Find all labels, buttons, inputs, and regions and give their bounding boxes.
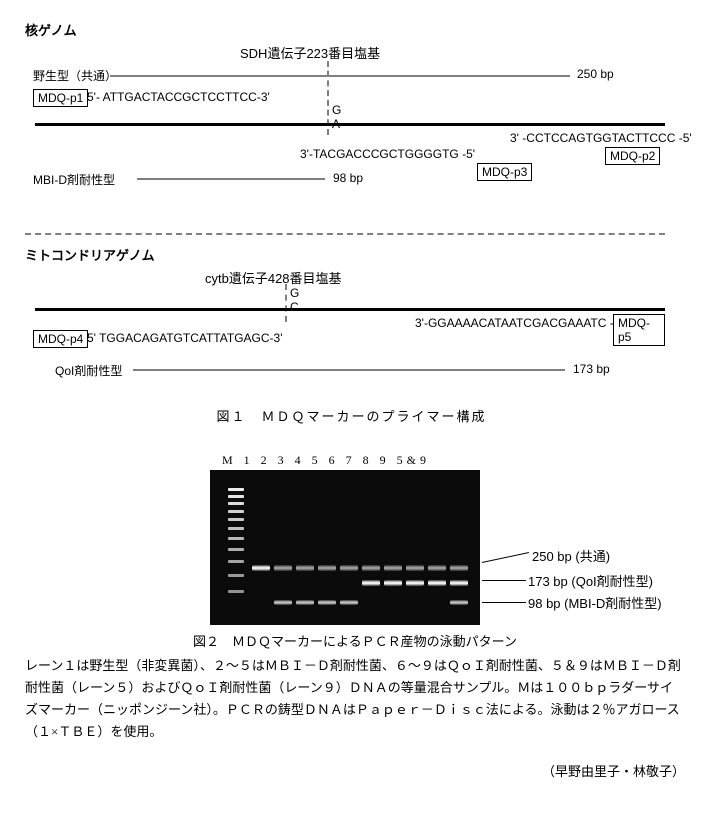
wt-line: [110, 75, 570, 77]
genome-line-1: [35, 123, 665, 126]
ladder-band: [228, 502, 244, 505]
ladder-band: [228, 495, 244, 498]
fig2-body: レーン１は野生型（非変異菌）、２～５はＭＢＩ－Ｄ剤耐性菌、６～９はＱｏＩ剤耐性菌…: [25, 658, 681, 739]
primer-p3-seq: 3'-TACGACCCGCTGGGGTG -5': [300, 147, 475, 161]
fig2-caption-title: 図２ ＭＤＱマーカーによるＰＣＲ産物の泳動パターン: [25, 631, 685, 653]
mbi-label: MBI-D剤耐性型: [33, 171, 115, 188]
gel-band: [340, 600, 358, 605]
wt-bp: 250 bp: [577, 67, 614, 81]
gel-band: [450, 580, 468, 586]
annot-line-173: [482, 580, 526, 581]
lane-header: M 1 2 3 4 5 6 7 8 9 5&9: [222, 453, 480, 468]
ladder-band: [228, 560, 244, 563]
primer-p1-seq: 5'- ATTGACTACCGCTCCTTCC-3': [87, 90, 270, 104]
section1-title: 核ゲノム: [25, 20, 678, 39]
fig1-caption: 図１ ＭＤＱマーカーのプライマー構成: [25, 406, 678, 425]
annot-173: 173 bp (QoI剤耐性型): [528, 571, 653, 590]
ladder-band: [228, 510, 244, 513]
annot-line-250: [482, 552, 529, 563]
gel-band: [362, 580, 380, 586]
section2-title: ミトコンドリアゲノム: [25, 245, 678, 264]
genome-line-2: [35, 308, 665, 311]
gel-band: [450, 600, 468, 605]
ladder-band: [228, 548, 244, 551]
base-g-1: G: [332, 103, 341, 117]
section-divider: [25, 233, 665, 235]
base-g-2: G: [290, 286, 299, 300]
gel-band: [340, 565, 358, 571]
primer-p2-seq: 3' -CCTCCAGTGGTACTTCCC -5': [510, 131, 692, 145]
qoi-line: [133, 369, 565, 371]
ladder-band: [228, 537, 244, 540]
annot-98: 98 bp (MBI-D剤耐性型): [528, 593, 662, 612]
wt-label: 野生型（共通）: [33, 67, 117, 84]
primer-p2-box: MDQ-p2: [605, 147, 660, 165]
gel-band: [406, 580, 424, 586]
primer-p5-seq: 3'-GGAAAACATAATCGACGAAATC -5': [415, 316, 623, 330]
diagram-mito: cytb遺伝子428番目塩基 G C 3'-GGAAAACATAATCGACGA…: [25, 268, 665, 388]
gel-band: [428, 565, 446, 571]
diagram-nuclear: SDH遺伝子223番目塩基 野生型（共通） 250 bp MDQ-p1 5'- …: [25, 43, 665, 223]
gel-band: [318, 600, 336, 605]
gel-band: [296, 600, 314, 605]
gel-band: [428, 580, 446, 586]
annot-250: 250 bp (共通): [532, 546, 610, 565]
gel-band: [384, 580, 402, 586]
primer-p5-box: MDQ-p5: [613, 314, 665, 346]
qoi-label: QoI剤耐性型: [55, 362, 122, 379]
mbi-bp: 98 bp: [333, 171, 363, 185]
ladder-band: [228, 488, 244, 491]
gel-band: [296, 565, 314, 571]
fig2-caption: 図２ ＭＤＱマーカーによるＰＣＲ産物の泳動パターン レーン１は野生型（非変異菌）…: [25, 631, 685, 743]
gel-image: [210, 470, 480, 625]
primer-p4-seq: 5' TGGACAGATGTCATTATGAGC-3': [87, 331, 283, 345]
gene-label-2: cytb遺伝子428番目塩基: [205, 268, 342, 287]
gel-band: [274, 565, 292, 571]
gel-band: [406, 565, 424, 571]
primer-p4-box: MDQ-p4: [33, 330, 88, 348]
ladder-band: [228, 527, 244, 530]
ladder-band: [228, 574, 244, 577]
gel-band: [384, 565, 402, 571]
ladder-band: [228, 590, 244, 593]
gel-band: [362, 565, 380, 571]
gel-band: [450, 565, 468, 571]
mbi-line: [137, 178, 325, 180]
primer-p3-box: MDQ-p3: [477, 163, 532, 181]
annot-line-98: [482, 602, 526, 603]
gel-band: [318, 565, 336, 571]
gel-band: [252, 565, 270, 571]
gel-band: [274, 600, 292, 605]
qoi-bp: 173 bp: [573, 362, 610, 376]
gene-label-1: SDH遺伝子223番目塩基: [240, 43, 380, 62]
primer-p1-box: MDQ-p1: [33, 89, 88, 107]
vdash-2: [285, 284, 287, 322]
author: （早野由里子・林敬子）: [25, 761, 685, 780]
base-c-2: C: [290, 300, 299, 314]
ladder-band: [228, 518, 244, 521]
